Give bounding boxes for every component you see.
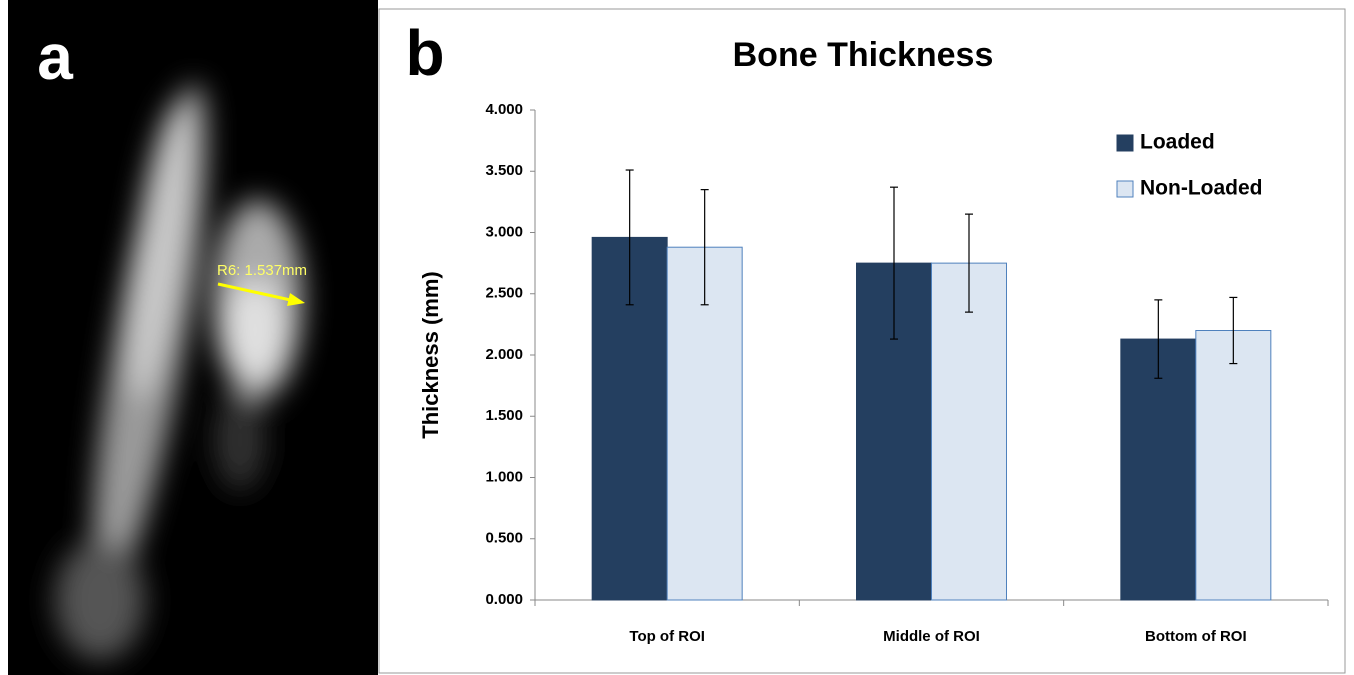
y-tick-label: 0.000 — [485, 591, 523, 608]
y-tick-label: 1.500 — [485, 407, 523, 424]
legend-swatch — [1117, 135, 1133, 151]
x-tick-label: Bottom of ROI — [1145, 628, 1247, 645]
figure: R6: 1.537mm a b Bone Thickness Thickness… — [0, 0, 1354, 675]
panel-label: a — [37, 21, 73, 93]
legend-label: Non-Loaded — [1140, 177, 1262, 200]
y-tick-label: 3.500 — [485, 162, 523, 179]
chart-title: Bone Thickness — [733, 36, 994, 74]
bar — [1196, 331, 1271, 601]
y-axis-title: Thickness (mm) — [418, 271, 443, 439]
legend-label: Loaded — [1140, 131, 1215, 154]
legend-swatch — [1117, 181, 1133, 197]
image-annotation: R6: 1.537mm — [217, 262, 307, 279]
x-tick-label: Middle of ROI — [883, 628, 980, 645]
bar — [932, 263, 1007, 600]
y-tick-label: 2.000 — [485, 346, 523, 363]
y-tick-label: 4.000 — [485, 101, 523, 118]
panel-label: b — [405, 17, 444, 89]
x-tick-label: Top of ROI — [629, 628, 705, 645]
y-tick-label: 2.500 — [485, 285, 523, 302]
y-tick-label: 0.500 — [485, 530, 523, 547]
y-tick-label: 3.000 — [485, 223, 523, 240]
y-tick-label: 1.000 — [485, 468, 523, 485]
image-panel: R6: 1.537mm a — [8, 0, 378, 675]
